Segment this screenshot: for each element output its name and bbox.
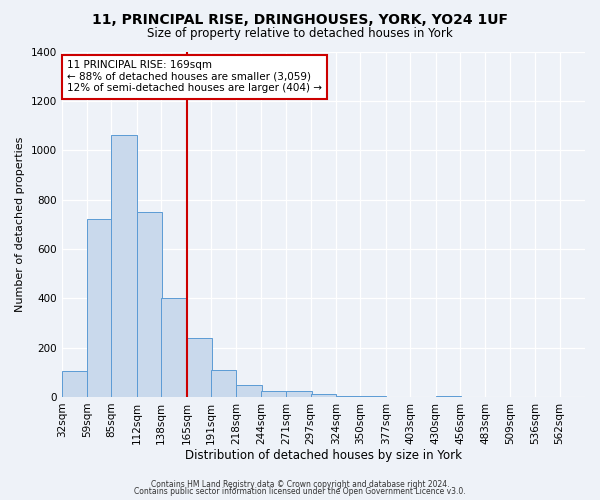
Y-axis label: Number of detached properties: Number of detached properties	[15, 136, 25, 312]
Text: Contains HM Land Registry data © Crown copyright and database right 2024.: Contains HM Land Registry data © Crown c…	[151, 480, 449, 489]
Bar	[361, 396, 386, 397]
Bar	[336, 396, 361, 397]
Bar	[286, 391, 311, 397]
Bar	[87, 220, 112, 397]
Text: Size of property relative to detached houses in York: Size of property relative to detached ho…	[147, 28, 453, 40]
Bar	[161, 298, 187, 397]
Bar	[311, 394, 336, 397]
Bar	[436, 396, 461, 397]
Bar	[112, 136, 137, 397]
Bar	[187, 338, 212, 397]
Text: 11 PRINCIPAL RISE: 169sqm
← 88% of detached houses are smaller (3,059)
12% of se: 11 PRINCIPAL RISE: 169sqm ← 88% of detac…	[67, 60, 322, 94]
X-axis label: Distribution of detached houses by size in York: Distribution of detached houses by size …	[185, 450, 462, 462]
Bar	[236, 385, 262, 397]
Bar	[261, 391, 286, 397]
Bar	[211, 370, 236, 397]
Text: Contains public sector information licensed under the Open Government Licence v3: Contains public sector information licen…	[134, 487, 466, 496]
Bar	[137, 212, 162, 397]
Bar	[62, 371, 87, 397]
Text: 11, PRINCIPAL RISE, DRINGHOUSES, YORK, YO24 1UF: 11, PRINCIPAL RISE, DRINGHOUSES, YORK, Y…	[92, 12, 508, 26]
